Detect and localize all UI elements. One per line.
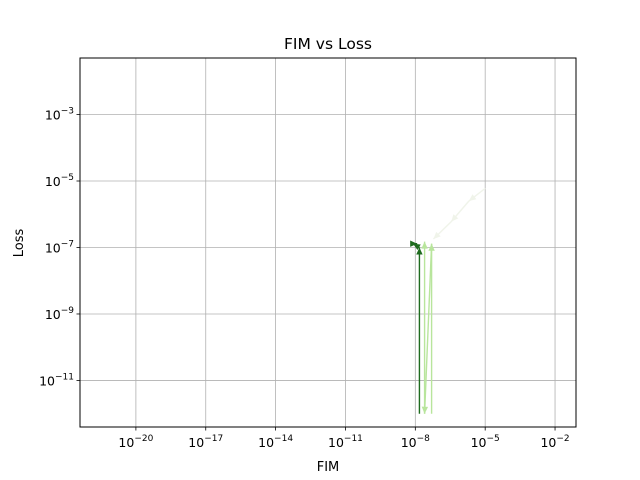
series-arrowhead	[433, 231, 441, 240]
series-arrowhead	[413, 243, 421, 251]
x-tick-label: 10−2	[540, 434, 569, 450]
y-tick-label: 10−5	[45, 173, 74, 189]
chart-title: FIM vs Loss	[284, 35, 372, 53]
series-2	[410, 240, 423, 414]
y-tick-label: 10−7	[45, 239, 74, 255]
series-0	[432, 187, 486, 240]
series-arrowhead	[451, 214, 459, 222]
plot-frame	[79, 57, 577, 428]
x-axis-label: FIM	[317, 460, 340, 475]
series-arrowhead	[468, 194, 477, 202]
series-1	[421, 241, 435, 414]
y-axis: 10−11 10−9 10−7 10−5 10−3	[39, 107, 80, 388]
x-tick-label: 10−17	[188, 434, 223, 450]
series-arrowhead	[416, 247, 423, 255]
x-axis: 10−20 10−17 10−14 10−11 10−8 10−5 10−2	[118, 427, 570, 450]
x-tick-label: 10−20	[118, 434, 153, 450]
y-tick-label: 10−3	[45, 107, 74, 123]
y-tick-label: 10−11	[39, 372, 74, 388]
y-axis-label: Loss	[12, 229, 27, 258]
grid	[80, 58, 576, 427]
y-tick-label: 10−9	[45, 306, 74, 322]
series-segment	[423, 243, 433, 414]
x-tick-label: 10−14	[258, 434, 293, 450]
plot-area	[410, 187, 486, 414]
series-arrowhead	[421, 241, 428, 249]
x-tick-label: 10−5	[471, 434, 500, 450]
x-tick-label: 10−11	[328, 434, 363, 450]
series-arrowhead	[410, 240, 418, 247]
x-tick-label: 10−8	[401, 434, 430, 450]
